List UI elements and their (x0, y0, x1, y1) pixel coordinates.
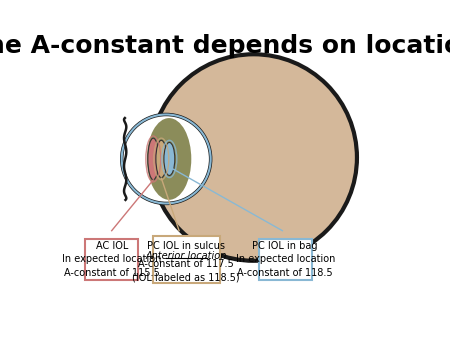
Text: PC IOL in bag
In expected location
A-constant of 118.5: PC IOL in bag In expected location A-con… (235, 241, 335, 278)
Ellipse shape (147, 118, 191, 200)
Circle shape (122, 115, 211, 203)
Text: A-constant of 117.5
(IOL labeled as 118.5): A-constant of 117.5 (IOL labeled as 118.… (132, 259, 240, 283)
FancyBboxPatch shape (153, 236, 220, 283)
FancyBboxPatch shape (85, 239, 138, 280)
Ellipse shape (148, 138, 159, 180)
Ellipse shape (156, 140, 167, 177)
Circle shape (150, 54, 357, 261)
FancyBboxPatch shape (259, 239, 312, 280)
Text: PC IOL in sulcus: PC IOL in sulcus (147, 241, 225, 250)
Text: The A-constant depends on location: The A-constant depends on location (0, 34, 450, 58)
Ellipse shape (164, 142, 175, 175)
Text: AC IOL
In expected location
A-constant of 115.5: AC IOL In expected location A-constant o… (62, 241, 162, 278)
Text: Anterior location: Anterior location (146, 251, 227, 261)
